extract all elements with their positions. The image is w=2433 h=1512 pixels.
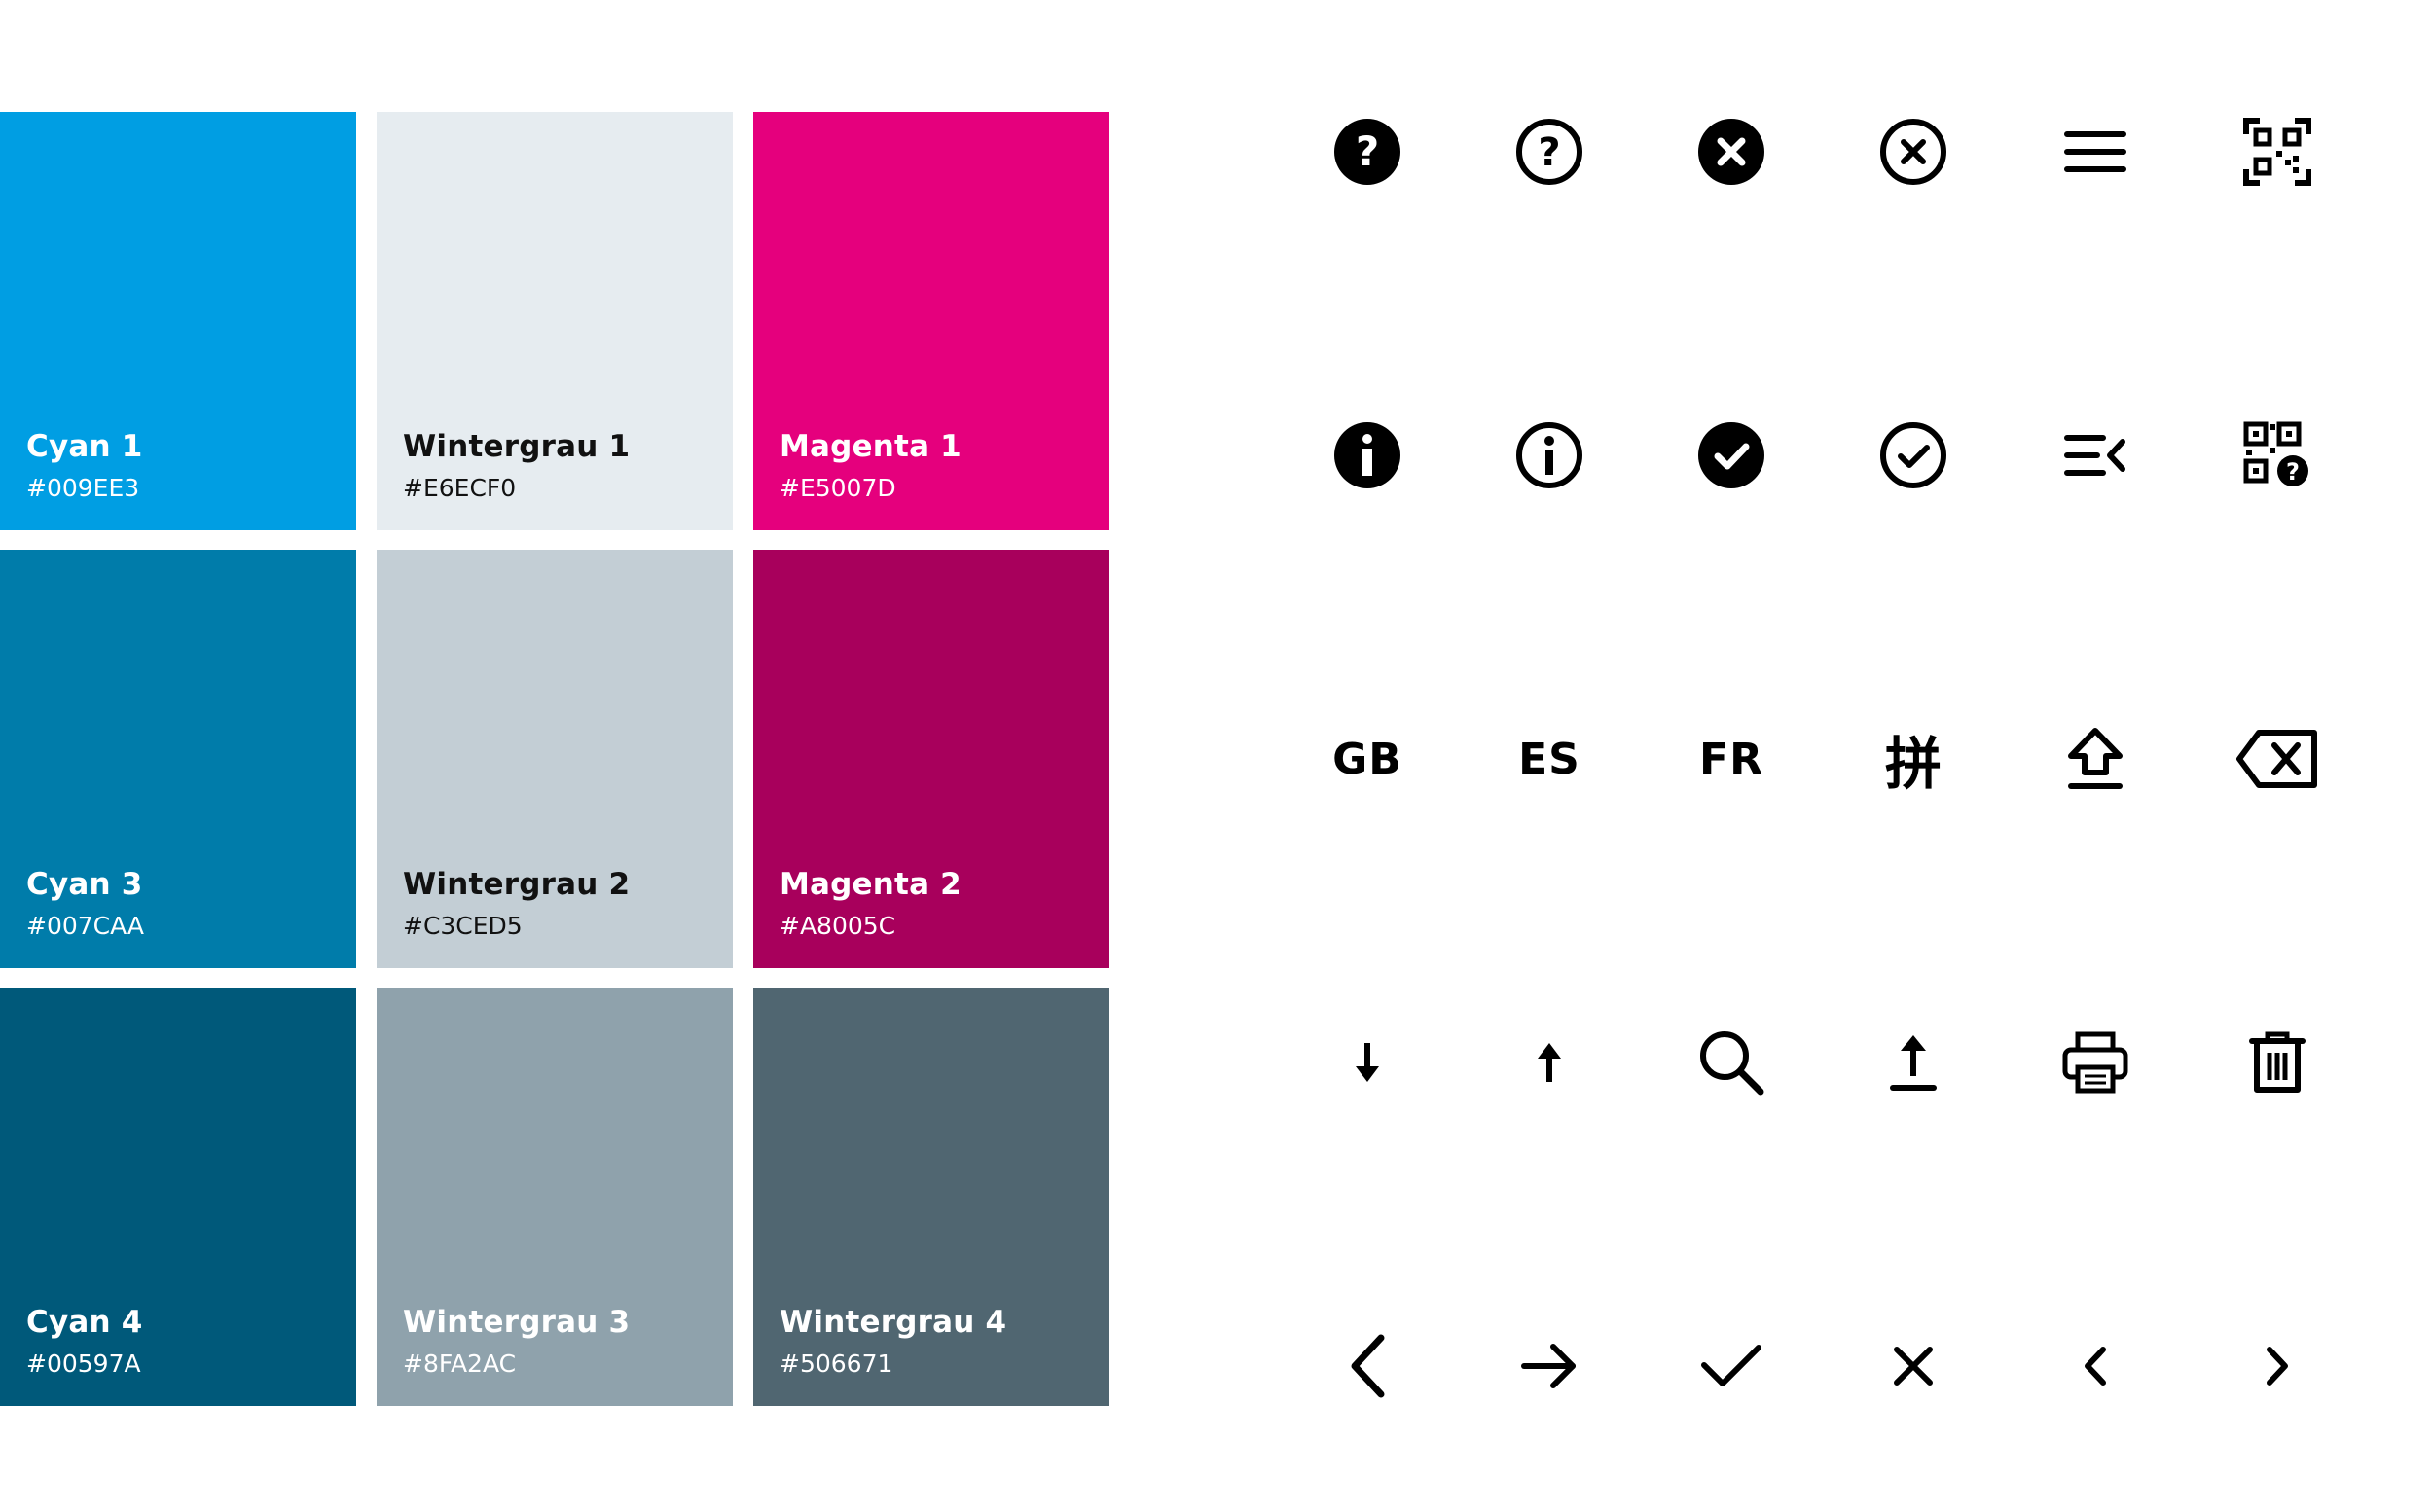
icon-set: ? ? [1294, 58, 2433, 1450]
close-filled-icon [1658, 79, 1804, 225]
swatch-name: Magenta 2 [780, 867, 962, 902]
swatch-magenta-1: Magenta 1 #E5007D [753, 112, 1109, 530]
chevron-left-large-icon [1294, 1293, 1440, 1439]
swatch-hex: #00597A [26, 1350, 141, 1378]
swatch-wintergrau-2: Wintergrau 2 #C3CED5 [377, 550, 733, 968]
swatch-name: Wintergrau 1 [403, 429, 631, 464]
close-icon [1840, 1293, 1986, 1439]
svg-text:?: ? [1356, 127, 1379, 175]
language-gb-label: GB [1294, 686, 1440, 832]
help-outline-icon: ? [1476, 79, 1622, 225]
swatch-name: Cyan 1 [26, 429, 143, 464]
close-outline-icon [1840, 79, 1986, 225]
chevron-left-small-icon [2022, 1293, 2168, 1439]
shift-icon [2022, 686, 2168, 832]
info-filled-icon [1294, 382, 1440, 528]
color-palette: Cyan 1 #009EE3 Wintergrau 1 #E6ECF0 Mage… [0, 112, 1109, 1406]
swatch-cyan-1: Cyan 1 #009EE3 [0, 112, 356, 530]
lang-gb-text: GB [1332, 734, 1402, 784]
swatch-hex: #A8005C [780, 912, 896, 940]
arrow-up-icon [1476, 990, 1622, 1135]
swatch-magenta-2: Magenta 2 #A8005C [753, 550, 1109, 968]
lang-pinyin-text: 拼 [1884, 731, 1942, 797]
swatch-hex: #009EE3 [26, 474, 140, 502]
menu-collapse-icon [2022, 382, 2168, 528]
swatch-name: Wintergrau 4 [780, 1305, 1007, 1340]
swatch-wintergrau-3: Wintergrau 3 #8FA2AC [377, 988, 733, 1406]
swatch-name: Cyan 3 [26, 867, 143, 902]
swatch-hex: #C3CED5 [403, 912, 523, 940]
language-pinyin-label: 拼 [1840, 686, 1986, 832]
swatch-name: Magenta 1 [780, 429, 962, 464]
swatch-hex: #506671 [780, 1350, 893, 1378]
lang-es-text: ES [1518, 734, 1580, 784]
swatch-hex: #E6ECF0 [403, 474, 517, 502]
swatch-hex: #E5007D [780, 474, 896, 502]
swatch-wintergrau-4: Wintergrau 4 #506671 [753, 988, 1109, 1406]
swatch-wintergrau-1: Wintergrau 1 #E6ECF0 [377, 112, 733, 530]
qr-code-help-icon: ? [2204, 382, 2350, 528]
check-filled-icon [1658, 382, 1804, 528]
search-icon [1658, 990, 1804, 1135]
arrow-right-icon [1476, 1293, 1622, 1439]
help-filled-icon: ? [1294, 79, 1440, 225]
swatch-hex: #007CAA [26, 912, 145, 940]
checkmark-icon [1658, 1293, 1804, 1439]
svg-text:?: ? [1538, 130, 1560, 175]
swatch-cyan-4: Cyan 4 #00597A [0, 988, 356, 1406]
language-es-label: ES [1476, 686, 1622, 832]
swatch-name: Cyan 4 [26, 1305, 143, 1340]
svg-text:?: ? [2286, 458, 2300, 486]
print-icon [2022, 990, 2168, 1135]
menu-icon [2022, 79, 2168, 225]
swatch-cyan-3: Cyan 3 #007CAA [0, 550, 356, 968]
trash-icon [2204, 990, 2350, 1135]
swatch-hex: #8FA2AC [403, 1350, 517, 1378]
backspace-icon [2204, 686, 2350, 832]
qr-code-icon [2204, 79, 2350, 225]
language-fr-label: FR [1658, 686, 1804, 832]
swatch-name: Wintergrau 3 [403, 1305, 631, 1340]
lang-fr-text: FR [1699, 734, 1763, 784]
info-outline-icon [1476, 382, 1622, 528]
check-outline-icon [1840, 382, 1986, 528]
chevron-right-small-icon [2204, 1293, 2350, 1439]
swatch-name: Wintergrau 2 [403, 867, 631, 902]
arrow-down-icon [1294, 990, 1440, 1135]
upload-icon [1840, 990, 1986, 1135]
